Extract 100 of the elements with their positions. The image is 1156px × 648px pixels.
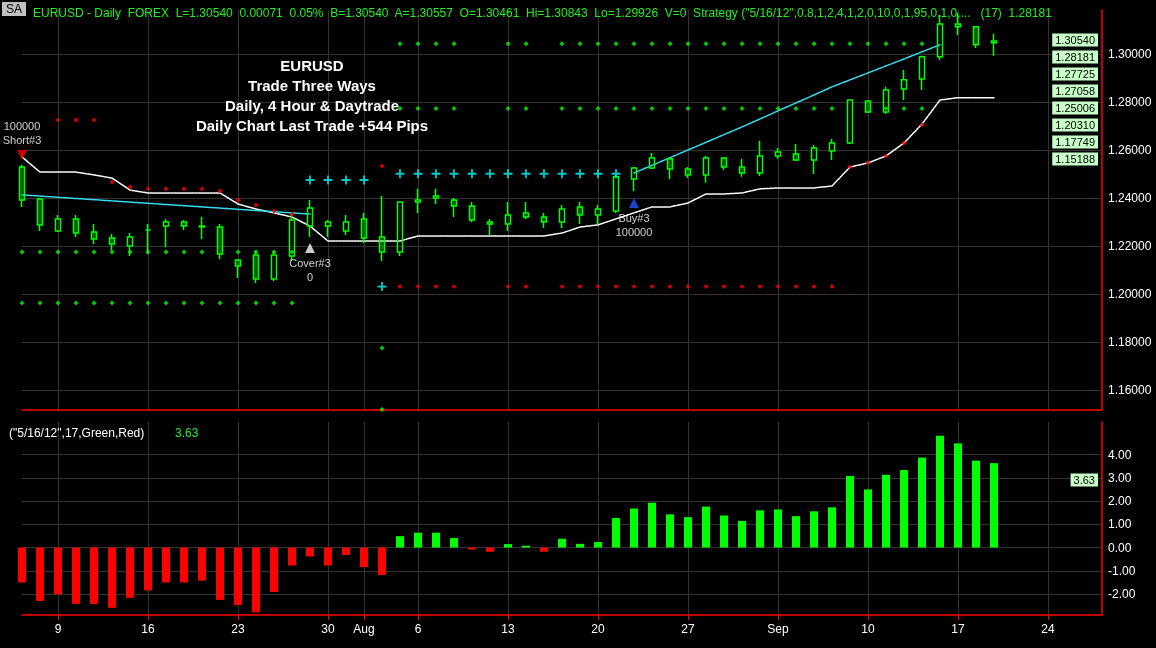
point [739, 105, 745, 111]
point [595, 41, 601, 47]
point [253, 202, 259, 208]
point [883, 153, 889, 159]
point [559, 284, 565, 290]
point [163, 300, 169, 306]
candlestick [504, 201, 512, 232]
point [433, 284, 439, 290]
x-tick-label: 6 [414, 622, 422, 636]
point [649, 41, 655, 47]
point [559, 41, 565, 47]
point [629, 198, 639, 209]
point [199, 249, 205, 255]
bar [216, 547, 224, 600]
point [521, 169, 531, 179]
point [613, 284, 619, 290]
point [109, 249, 115, 255]
point [163, 249, 169, 255]
candlestick [378, 195, 386, 262]
point [379, 407, 385, 413]
point [919, 105, 925, 111]
bar [900, 470, 908, 548]
point [649, 105, 655, 111]
point [217, 188, 223, 194]
annotation: 1.27058 [1055, 85, 1095, 97]
candlestick [252, 250, 260, 284]
point [883, 41, 889, 47]
candlestick [828, 138, 836, 161]
point [217, 300, 223, 306]
point [793, 41, 799, 47]
point [883, 105, 889, 111]
bar [180, 547, 188, 583]
bar [738, 520, 746, 548]
point [145, 186, 151, 192]
point [575, 169, 585, 179]
point [739, 284, 745, 290]
candlestick [972, 26, 980, 49]
point [91, 249, 97, 255]
candlestick [234, 258, 242, 279]
candlestick [540, 212, 548, 229]
point [505, 41, 511, 47]
candlestick [918, 55, 926, 91]
point [235, 249, 241, 255]
point [901, 105, 907, 111]
candlestick [576, 201, 584, 225]
y-tick-label: 1.18000 [1108, 335, 1152, 350]
point [919, 41, 925, 47]
point [449, 169, 459, 179]
point [451, 105, 457, 111]
point [271, 249, 277, 255]
point [703, 105, 709, 111]
point [557, 169, 567, 179]
x-tick-label: 10 [861, 622, 875, 636]
candlestick [630, 166, 638, 192]
bar [108, 547, 116, 608]
bar [504, 544, 512, 548]
bar [882, 474, 890, 548]
y-tick-label: 1.22000 [1108, 239, 1152, 254]
bar [72, 547, 80, 604]
x-tick-label: 20 [591, 622, 605, 636]
bar [306, 547, 314, 557]
point [73, 117, 79, 123]
candlestick [162, 218, 170, 248]
point [793, 284, 799, 290]
point [757, 41, 763, 47]
candlestick [36, 197, 44, 232]
point [523, 41, 529, 47]
point [901, 41, 907, 47]
candlestick [306, 199, 314, 238]
candlestick [774, 147, 782, 160]
point [593, 169, 603, 179]
point [757, 105, 763, 111]
candlestick [180, 219, 188, 231]
point [19, 300, 25, 306]
y-tick-label: 0.00 [1108, 540, 1132, 555]
point [503, 169, 513, 179]
bar [234, 547, 242, 605]
bar [810, 511, 818, 548]
bar [954, 443, 962, 548]
bar [684, 517, 692, 548]
point [685, 284, 691, 290]
point [523, 105, 529, 111]
point [829, 41, 835, 47]
bar [342, 547, 350, 556]
point [611, 169, 621, 179]
bar [432, 532, 440, 548]
point [415, 284, 421, 290]
point [109, 179, 115, 185]
bar [252, 547, 260, 613]
chart-title: ("5/16/12",17,Green,Red) [9, 426, 145, 440]
data-label: Cover#3 0 [289, 256, 331, 283]
bar [792, 516, 800, 548]
chart-subtitle: 3.63 [175, 426, 199, 440]
point [721, 41, 727, 47]
x-tick-label: 23 [231, 622, 245, 636]
text: EURUSD Trade Three Ways Daily, 4 Hour & Daytrade Daily Chart Last Trade +544 Pips [195, 56, 429, 134]
point [91, 117, 97, 123]
y-tick-label: -2.00 [1108, 587, 1136, 602]
point [19, 249, 25, 255]
bar [720, 515, 728, 548]
